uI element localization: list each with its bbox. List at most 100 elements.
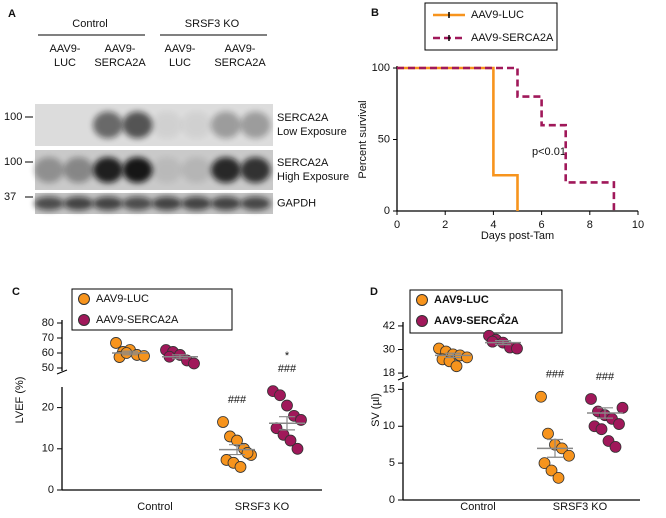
- legend-box: [424, 2, 558, 51]
- y-tick-label: 42: [383, 320, 395, 332]
- x-tick-label: 2: [442, 219, 448, 231]
- legend-marker: [416, 294, 428, 306]
- error-bar: [597, 407, 613, 419]
- blot-band: [152, 157, 182, 183]
- blot-band: [122, 157, 153, 183]
- data-point: [616, 401, 629, 414]
- significance-mark: ###: [228, 394, 247, 406]
- data-point: [535, 390, 547, 403]
- legend-label: AAV9-LUC: [471, 9, 524, 21]
- error-bar: [495, 340, 511, 346]
- y-axis-label: LVEF (%): [14, 377, 26, 424]
- data-point: [110, 337, 122, 349]
- data-point: [613, 418, 625, 430]
- data-point: [486, 335, 499, 348]
- y-tick-label: 0: [48, 484, 54, 496]
- lane-label: AAV9-: [165, 43, 196, 55]
- blot-band: [93, 157, 123, 183]
- legend-label: AAV9-SERCA2A: [96, 314, 179, 326]
- lane-label: SERCA2A: [214, 57, 266, 69]
- row-name: High Exposure: [277, 171, 349, 183]
- error-bar: [122, 350, 138, 356]
- error-bar: [229, 444, 245, 456]
- x-tick-label: SRSF3 KO: [235, 501, 290, 513]
- data-point: [274, 389, 286, 402]
- size-marker: 37: [4, 191, 16, 203]
- data-point: [542, 427, 554, 440]
- legend-label: AAV9-SERCA2A: [434, 315, 519, 327]
- blot-band: [211, 111, 241, 139]
- panel-label: D: [370, 286, 378, 298]
- size-marker: 100: [4, 111, 22, 123]
- blot-band: [240, 157, 271, 183]
- lane-label: SERCA2A: [94, 57, 146, 69]
- error-bar: [172, 354, 188, 360]
- panel-label: A: [8, 8, 16, 20]
- blot-band: [34, 196, 64, 211]
- survival-line: [397, 66, 616, 211]
- error-bar: [445, 352, 461, 359]
- row-name: GAPDH: [277, 197, 316, 209]
- x-tick-label: 0: [394, 219, 400, 231]
- y-tick-label: 0: [384, 205, 390, 217]
- blot-band: [34, 157, 64, 183]
- y-tick-label: 30: [383, 343, 395, 355]
- y-tick-label: 10: [42, 443, 54, 455]
- legend-box: [71, 288, 233, 331]
- blot-band: [93, 111, 123, 139]
- y-tick-label: 60: [42, 347, 54, 359]
- data-point: [563, 449, 575, 462]
- y-axis-label: SV (µl): [370, 393, 382, 427]
- data-point: [585, 393, 597, 405]
- row-name: SERCA2A: [277, 157, 329, 169]
- panel-label: B: [371, 7, 379, 19]
- blot-band: [211, 196, 241, 211]
- data-point: [188, 357, 200, 370]
- lane-label: AAV9-: [105, 43, 136, 55]
- row-name: Low Exposure: [277, 126, 347, 138]
- blot-band: [240, 196, 271, 211]
- legend-marker: [416, 315, 428, 327]
- data-point: [217, 416, 229, 428]
- axis-break: [56, 369, 68, 375]
- legend-marker: [78, 293, 90, 305]
- y-tick-label: 20: [42, 402, 54, 414]
- blot-band: [181, 157, 212, 183]
- blot-band: [93, 196, 123, 211]
- y-tick-label: 18: [383, 367, 395, 379]
- x-tick-label: 6: [539, 219, 545, 231]
- error-bar: [279, 416, 295, 431]
- y-tick-label: 80: [42, 317, 54, 329]
- significance-mark: ###: [278, 363, 297, 375]
- legend-label: AAV9-SERCA2A: [471, 32, 554, 44]
- legend-marker: [78, 314, 90, 326]
- blot-band: [152, 196, 182, 211]
- blot-band: [122, 111, 153, 139]
- data-point: [284, 434, 297, 447]
- blot-band: [152, 111, 182, 139]
- y-tick-label: 70: [42, 332, 54, 344]
- error-bar: [547, 438, 563, 458]
- blot-band: [240, 111, 271, 139]
- group-label: SRSF3 KO: [185, 18, 240, 30]
- x-tick-label: 4: [490, 219, 496, 231]
- lane-label: AAV9-: [50, 43, 81, 55]
- blot-band: [63, 157, 94, 183]
- blot-band: [181, 111, 212, 139]
- data-point: [552, 471, 565, 484]
- y-tick-label: 0: [389, 494, 395, 506]
- x-tick-label: Control: [460, 501, 495, 513]
- data-point: [450, 360, 463, 373]
- significance-mark: *: [285, 350, 290, 362]
- x-tick-label: SRSF3 KO: [553, 501, 608, 513]
- data-point: [461, 351, 473, 364]
- y-tick-label: 10: [383, 420, 395, 432]
- lane-label: AAV9-: [225, 43, 256, 55]
- x-tick-label: 10: [632, 219, 644, 231]
- y-axis-label: Percent survival: [357, 100, 369, 178]
- y-tick-label: 15: [383, 383, 395, 395]
- legend-label: AAV9-LUC: [96, 293, 149, 305]
- size-marker: 100: [4, 156, 22, 168]
- survival-line: [397, 66, 519, 211]
